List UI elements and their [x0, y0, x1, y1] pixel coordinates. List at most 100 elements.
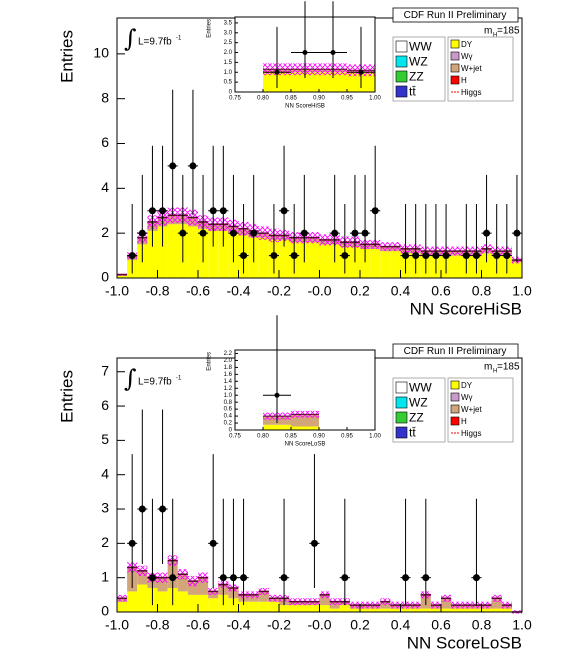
data-point	[351, 229, 359, 237]
x-tick-label: 1.0	[512, 283, 532, 299]
x-tick-label: 1.00	[369, 434, 381, 440]
stack-segment	[400, 608, 411, 612]
y-tick-label: 6	[101, 397, 109, 413]
stack-segment	[481, 253, 492, 278]
y-tick-label: 0.4	[224, 414, 233, 420]
y-tick-label: 1.0	[224, 393, 233, 399]
stack-segment	[360, 248, 371, 278]
x-axis-title: NN ScoreHiSB	[285, 104, 325, 110]
stack-segment	[451, 608, 462, 612]
x-tick-label: 0.85	[285, 96, 297, 102]
data-point	[472, 252, 480, 260]
stack-segment	[491, 598, 502, 609]
stack-segment	[137, 570, 148, 585]
legend-label: H	[461, 76, 467, 85]
run-label: CDF Run II Preliminary	[404, 10, 507, 21]
stack-segment	[187, 594, 198, 612]
run-label: CDF Run II Preliminary	[404, 346, 507, 357]
legend-swatch	[395, 70, 408, 83]
data-point	[280, 574, 288, 582]
mass-value: =185	[497, 362, 520, 373]
data-point	[310, 539, 318, 547]
legend-swatch	[395, 411, 408, 424]
y-axis-title: Entries	[57, 30, 76, 83]
data-point	[274, 69, 280, 75]
data-point	[422, 252, 430, 260]
x-axis-title: NN ScoreHiSB	[410, 299, 522, 318]
x-tick-label: 0.90	[313, 434, 325, 440]
stack-segment	[349, 246, 360, 278]
stack-segment	[441, 608, 452, 612]
x-tick-label: -0.2	[267, 617, 291, 633]
stack-segment	[279, 239, 290, 278]
data-point	[128, 252, 136, 260]
y-axis-title: Entries	[57, 370, 76, 423]
stack-segment	[461, 608, 472, 612]
data-point	[250, 229, 258, 237]
stack-segment	[441, 598, 452, 609]
legend-label: Higgs	[461, 429, 481, 438]
data-point	[371, 207, 379, 215]
data-point	[493, 252, 501, 260]
data-point	[330, 50, 336, 56]
legend-swatch	[450, 392, 460, 402]
lumi-exponent: -1	[176, 36, 182, 42]
y-tick-label: 5	[101, 431, 109, 447]
x-tick-label: 0.75	[229, 434, 241, 440]
mass-subscript: H	[493, 33, 497, 39]
data-point	[402, 574, 410, 582]
stack-segment	[117, 601, 128, 612]
stack-segment	[187, 581, 198, 595]
legend-swatch	[450, 380, 460, 390]
legend-label: WW	[409, 381, 432, 395]
x-tick-label: 1.00	[369, 96, 381, 102]
stack-segment	[208, 230, 219, 278]
stack-segment	[349, 608, 360, 612]
stack-segment	[291, 72, 319, 92]
x-tick-label: 0.6	[431, 617, 451, 633]
y-axis-title: Entries	[207, 352, 213, 371]
data-point	[302, 50, 308, 56]
y-tick-label: 0.6	[224, 407, 233, 413]
y-tick-label: 0	[101, 603, 109, 619]
stack-segment	[451, 255, 462, 278]
y-tick-label: 0	[229, 428, 233, 434]
x-tick-label: -0.0	[307, 283, 331, 299]
stack-segment	[370, 248, 381, 278]
y-axis-title: Entries	[207, 19, 213, 38]
data-point	[128, 539, 136, 547]
x-tick-label: 0.2	[350, 617, 370, 633]
x-tick-label: -0.8	[145, 617, 169, 633]
legend-label: tt̄	[409, 85, 416, 99]
legend-label: tt̄	[409, 426, 416, 440]
legend-label: W+jet	[461, 64, 482, 73]
x-tick-label: 0.4	[391, 617, 411, 633]
y-tick-label: 0.2	[224, 421, 233, 427]
legend-swatch	[450, 416, 460, 426]
data-point	[229, 574, 237, 582]
stack-segment	[299, 605, 310, 612]
x-tick-label: 0.8	[472, 617, 492, 633]
legend-swatch	[395, 40, 408, 53]
x-tick-label: -0.2	[267, 283, 291, 299]
data-point	[209, 539, 217, 547]
data-point	[169, 574, 177, 582]
stack-segment	[167, 224, 178, 278]
x-tick-label: -0.8	[145, 283, 169, 299]
data-point	[138, 505, 146, 513]
y-tick-label: 1.6	[224, 372, 233, 378]
x-tick-label: -0.6	[186, 617, 210, 633]
stack-segment	[127, 591, 138, 612]
y-tick-label: 0.5	[224, 80, 233, 86]
legend-label: Wγ	[461, 52, 473, 61]
y-tick-label: 3.5	[224, 20, 233, 26]
data-point	[179, 229, 187, 237]
x-tick-label: -0.6	[186, 283, 210, 299]
stack-segment	[157, 591, 168, 612]
x-tick-label: 0.2	[350, 283, 370, 299]
stack-segment	[420, 608, 431, 612]
data-point	[472, 574, 480, 582]
stack-segment	[430, 608, 441, 612]
x-tick-label: 0.4	[391, 283, 411, 299]
legend-swatch	[395, 426, 408, 439]
